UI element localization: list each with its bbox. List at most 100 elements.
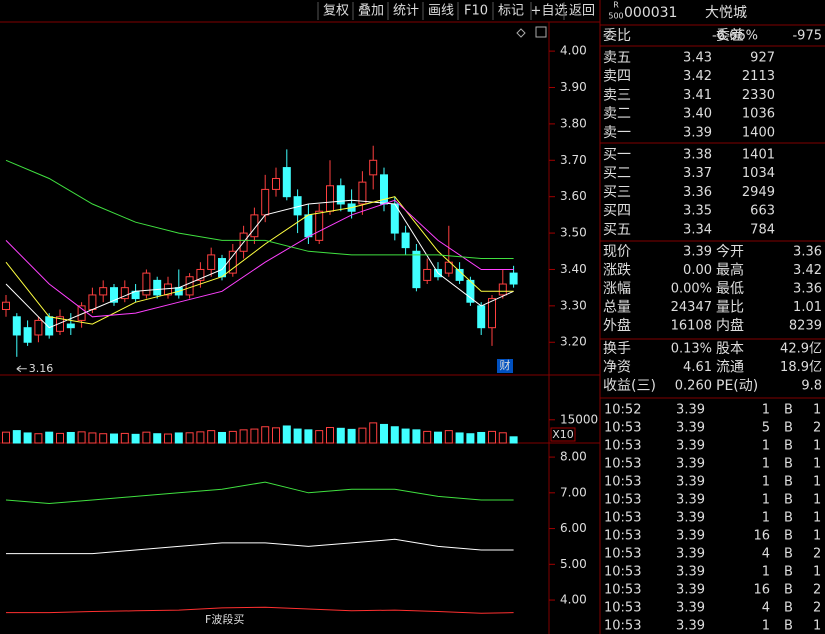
- ma-line: [5, 199, 514, 318]
- y-tick-label: 4.00: [560, 44, 587, 58]
- trade-side: B: [784, 457, 793, 472]
- toolbar-button[interactable]: +自选: [531, 4, 568, 19]
- quote-value: 0.13%: [671, 342, 712, 357]
- y-tick-label: 3.40: [560, 262, 587, 276]
- y-tick-label: 15000: [560, 412, 598, 426]
- icon[interactable]: [535, 26, 547, 38]
- order-price: 3.40: [683, 107, 712, 122]
- trade-side: B: [784, 583, 793, 598]
- candle-body: [477, 305, 486, 329]
- candle-body: [207, 254, 216, 270]
- volume-bar: [466, 433, 475, 444]
- candle-body: [88, 294, 97, 310]
- trade-price: 3.39: [676, 493, 705, 508]
- quote-label: 内盘: [716, 317, 744, 334]
- annotation: F波段买: [205, 612, 244, 626]
- candle-body: [164, 283, 172, 296]
- candle-body: [142, 272, 151, 296]
- volume-bar: [369, 422, 378, 444]
- trade-time: 10:53: [604, 565, 641, 580]
- label-box: [550, 427, 576, 442]
- order-label: 卖五: [603, 50, 631, 66]
- quote-label: 最高: [716, 262, 744, 279]
- volume-bar: [120, 432, 129, 444]
- volume-bar: [477, 431, 486, 444]
- toolbar-button[interactable]: F10: [464, 4, 488, 19]
- toolbar-button[interactable]: 画线: [428, 4, 454, 19]
- trade-time: 10:53: [604, 493, 641, 508]
- candle-body: [412, 250, 421, 289]
- volume-bar: [315, 430, 324, 444]
- multiplier: X10: [552, 428, 574, 441]
- marker-box: [497, 359, 513, 373]
- volume-bar: [239, 429, 248, 444]
- quote-label: 涨幅: [603, 281, 631, 297]
- toolbar-button[interactable]: 叠加: [358, 4, 384, 19]
- trade-side: B: [784, 601, 793, 616]
- value: -6.66%: [712, 29, 758, 44]
- candle-body: [12, 316, 21, 336]
- quote-label: 收益(三): [603, 378, 656, 394]
- trade-price: 3.39: [676, 583, 705, 598]
- trade-time: 10:53: [604, 439, 641, 454]
- trade-price: 3.39: [676, 457, 705, 472]
- volume-bar: [434, 431, 442, 444]
- stock-code: 000031: [624, 5, 677, 21]
- quote-value: 3.39: [683, 245, 712, 260]
- volume-bar: [34, 433, 43, 444]
- candle-body: [401, 232, 410, 249]
- toolbar-button[interactable]: 复权: [323, 3, 349, 19]
- candle-body: [498, 283, 507, 296]
- volume-bar: [218, 431, 226, 444]
- trade-price: 3.39: [676, 619, 705, 634]
- order-volume: 663: [750, 204, 775, 219]
- candle-body: [509, 272, 518, 285]
- quote-value: 8239: [789, 319, 822, 334]
- trade-count: 1: [813, 457, 821, 472]
- trade-side: B: [784, 403, 793, 418]
- order-price: 3.39: [683, 125, 712, 140]
- y-tick-label: 5.00: [560, 557, 587, 571]
- trade-volume: 1: [762, 439, 770, 454]
- quote-label: 涨跌: [603, 263, 631, 279]
- trade-side: B: [784, 511, 793, 526]
- trade-price: 3.39: [676, 565, 705, 580]
- order-volume: 784: [750, 222, 775, 237]
- candle-body: [466, 279, 475, 303]
- candle-body: [196, 268, 205, 281]
- volume-bar: [272, 427, 280, 444]
- order-label: 买三: [603, 184, 631, 200]
- trade-count: 1: [813, 439, 821, 454]
- toolbar-button[interactable]: 统计: [393, 4, 419, 19]
- volume-bar: [293, 428, 302, 444]
- toolbar-button[interactable]: 返回: [569, 4, 595, 19]
- trade-side: B: [784, 547, 793, 562]
- annotation: 财: [500, 358, 511, 372]
- candle-body: [423, 268, 432, 281]
- trade-side: B: [784, 421, 793, 436]
- trade-count: 1: [813, 475, 821, 490]
- quote-label: 外盘: [603, 317, 631, 334]
- trade-count: 2: [813, 601, 821, 616]
- quote-value: 42.9亿: [780, 342, 822, 357]
- candle-body: [261, 188, 270, 216]
- volume-bar: [412, 429, 421, 444]
- trade-volume: 1: [762, 457, 770, 472]
- volume-bar: [23, 432, 32, 444]
- trade-count: 1: [813, 493, 821, 508]
- icon[interactable]: [516, 28, 526, 38]
- trade-time: 10:53: [604, 583, 641, 598]
- volume-bar: [99, 433, 108, 444]
- trade-count: 2: [813, 547, 821, 562]
- trade-volume: 1: [762, 511, 770, 526]
- volume-bar: [77, 431, 86, 444]
- candle-body: [56, 316, 64, 332]
- volume-bar: [304, 429, 313, 444]
- y-tick-label: 3.50: [560, 226, 587, 240]
- volume-bar: [66, 431, 75, 444]
- toolbar-button[interactable]: 标记: [498, 4, 524, 19]
- label: 委差: [716, 28, 744, 44]
- volume-bar: [56, 432, 64, 444]
